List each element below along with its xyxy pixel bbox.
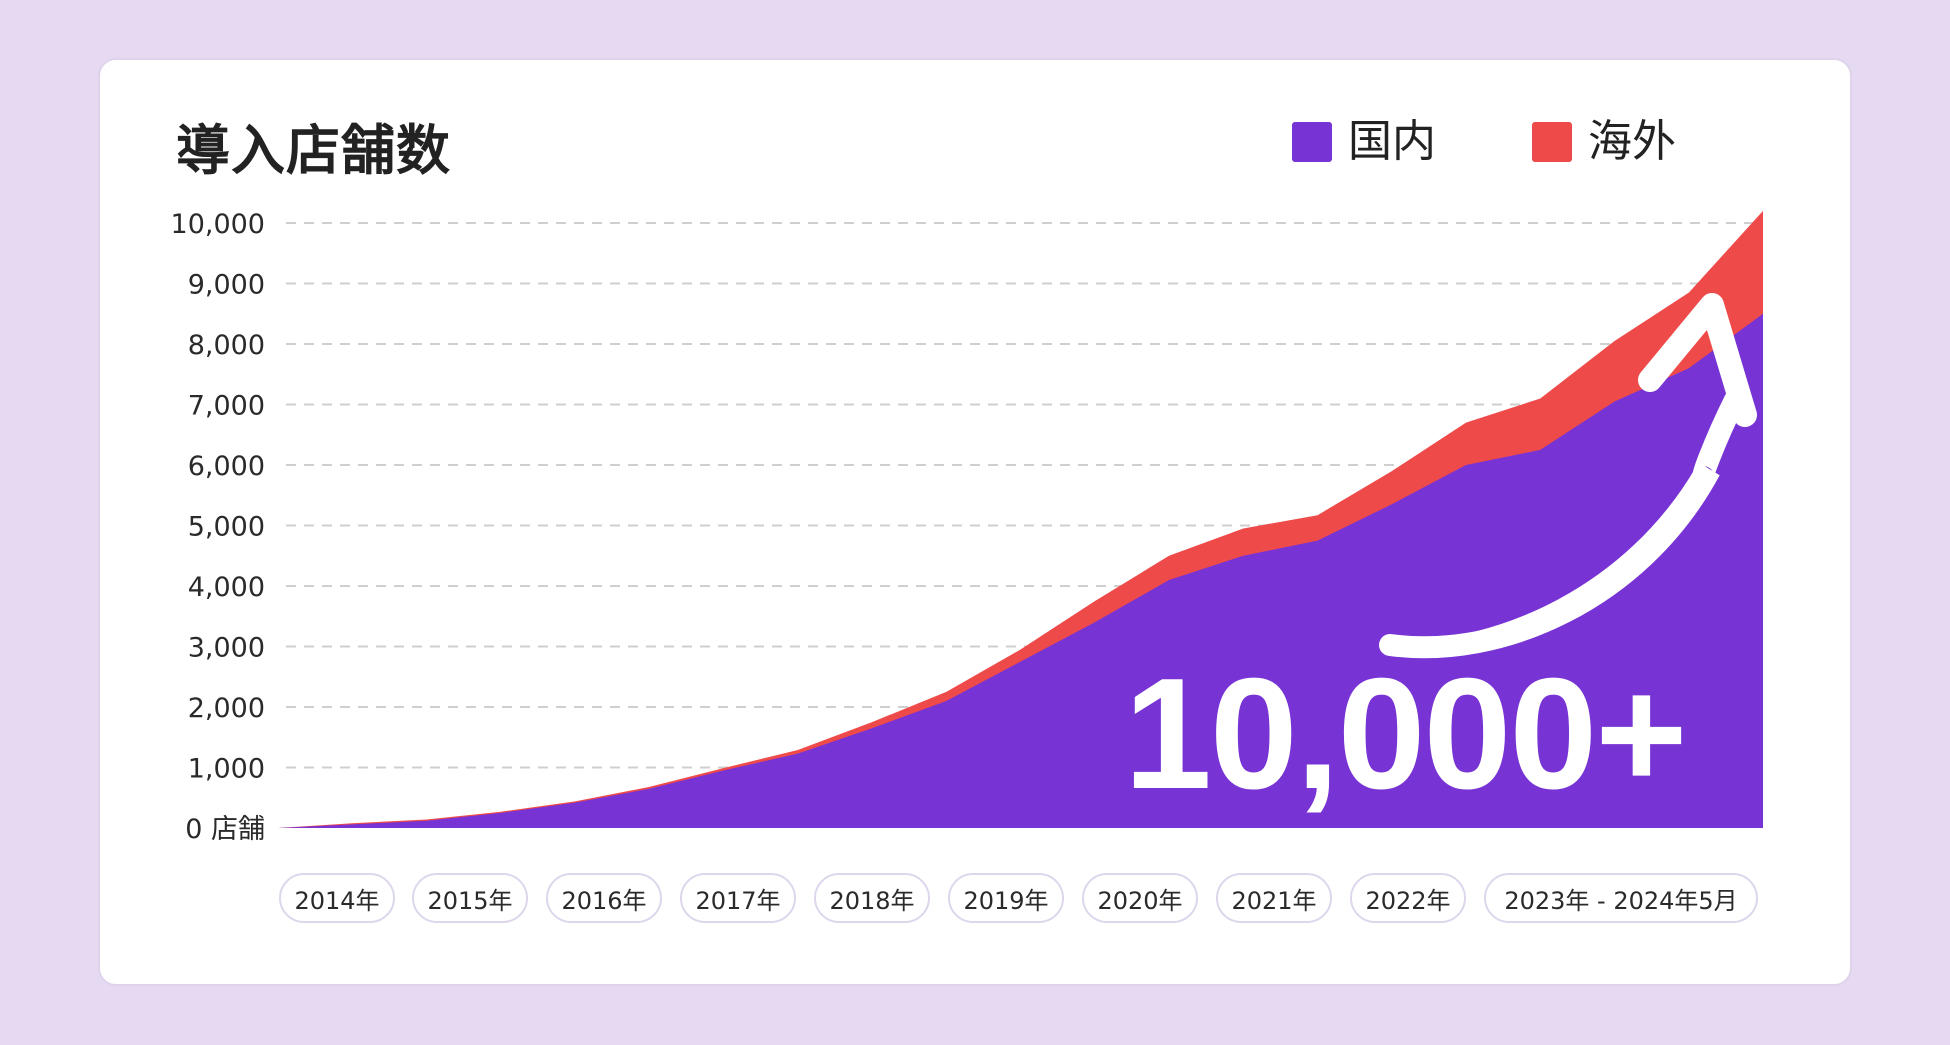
year-pill[interactable]: 2017年 [680,873,796,923]
y-tick-label: 3,000 [188,633,265,664]
y-tick-label: 2,000 [188,693,265,724]
chart-title: 導入店舗数 [176,119,451,182]
legend-label-domestic: 国内 [1348,116,1436,167]
year-pill[interactable]: 2023年 - 2024年5月 [1484,873,1758,923]
highlight-count: 10,000+ [1124,646,1688,822]
curved-arrow-up-icon [1379,293,1757,659]
y-tick-label: 10,000 [171,209,265,240]
y-tick-label: 4,000 [188,572,265,603]
year-pill[interactable]: 2016年 [546,873,662,923]
legend-swatch-overseas [1532,122,1572,162]
year-pill[interactable]: 2019年 [948,873,1064,923]
series-area-domestic [278,313,1763,828]
y-tick-label: 6,000 [188,451,265,482]
y-axis-ticks: 0 店舗 1,000 2,000 3,000 4,000 5,000 6,000 7,000 8… [171,209,265,845]
year-pill[interactable]: 2018年 [814,873,930,923]
year-pill[interactable]: 2014年 [279,873,395,923]
year-pill[interactable]: 2015年 [412,873,528,923]
legend-overseas: 海外 [1532,118,1676,166]
y-tick-label: 7,000 [188,391,265,422]
legend-label-overseas: 海外 [1588,116,1676,167]
y-tick-label: 0 店舗 [185,814,265,845]
legend-swatch-domestic [1292,122,1332,162]
y-tick-label: 5,000 [188,512,265,543]
year-pill[interactable]: 2021年 [1216,873,1332,923]
y-tick-label: 9,000 [188,270,265,301]
year-pill[interactable]: 2022年 [1350,873,1466,923]
y-tick-label: 1,000 [188,754,265,785]
legend-domestic: 国内 [1292,118,1436,166]
year-pill[interactable]: 2020年 [1082,873,1198,923]
y-tick-label: 8,000 [188,330,265,361]
